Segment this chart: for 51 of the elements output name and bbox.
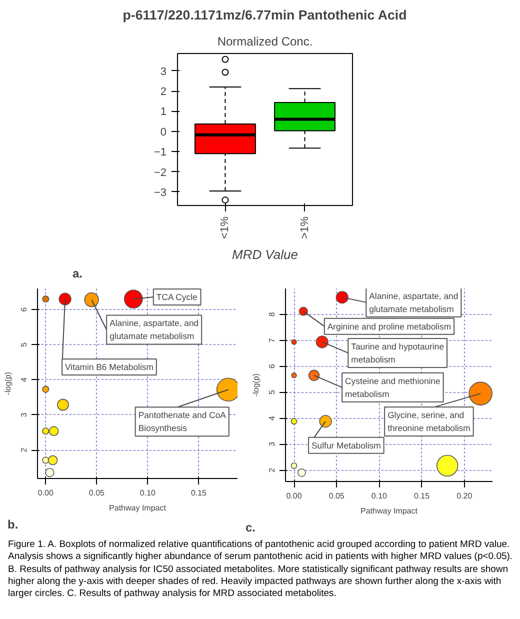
y-tick-label: 4 bbox=[20, 377, 28, 382]
y-tick-label: 2 bbox=[268, 467, 276, 472]
y-tick-label: 6 bbox=[268, 364, 276, 369]
x-tick-label: 0.00 bbox=[286, 492, 302, 500]
y-tick-label: −1 bbox=[154, 146, 167, 159]
annotation: Sulfur Metabolism bbox=[312, 440, 381, 450]
x-tick-label: 0.10 bbox=[371, 492, 388, 500]
text: a. bbox=[72, 266, 83, 280]
annotation: Alanine, aspartate, and glutamate metabolism bbox=[110, 318, 199, 342]
y-tick-label: −3 bbox=[154, 186, 167, 199]
y-tick-label: 7 bbox=[268, 338, 276, 343]
x-tick-label: 0.15 bbox=[414, 492, 430, 500]
x-tick-label: 0.00 bbox=[38, 488, 54, 498]
x-tick-label: 0.10 bbox=[140, 488, 156, 498]
annotation: TCA Cycle bbox=[156, 292, 198, 302]
y-tick-label: 0 bbox=[160, 126, 167, 138]
annotation: Alanine, aspartate, and glutamate metabolism bbox=[369, 290, 458, 314]
y-tick-label: 5 bbox=[20, 342, 28, 347]
x-axis-title: Pathway Impact bbox=[360, 506, 418, 516]
y-axis-title: -log(p) bbox=[4, 372, 12, 396]
x-tick-label: <1% bbox=[219, 216, 232, 239]
annotation: Pantothenate and CoA Biosynthesis bbox=[138, 410, 226, 434]
y-tick-label: 4 bbox=[268, 415, 276, 420]
y-tick-label: −2 bbox=[154, 166, 167, 179]
y-tick-label: 1 bbox=[160, 106, 167, 118]
annotation: Glycine, serine, and threonine metabolism bbox=[388, 410, 470, 434]
annotation: Arginine and proline metabolism bbox=[327, 321, 452, 332]
annotation: Taurine and hypotaurine metabolism bbox=[351, 341, 444, 364]
y-tick-label: 2 bbox=[20, 447, 28, 452]
chart-title: p-6117/220.1171mz/6.77min Pantothenic Acid bbox=[122, 8, 407, 22]
caption: Figure 1. A. Boxplots of normalized relative quantifications of pantothenic acid grouped according to patient MRD value. Analysis shows a significantly higher abundance of serum pantothenic acid in patients with higher MRD values (p<0.05). B. Results of pathway analysis for IC50 associated metabolites. More statistically significant pathway results are shown higher along the y-axis with deeper shades of red. Heavily impacted pathways are shown further along the x-axis with larger circles. C. Results of pathway analysis for MRD associated metabolites. bbox=[8, 539, 514, 601]
x-tick-label: 0.05 bbox=[88, 488, 106, 498]
y-axis-title: -log(p) bbox=[252, 373, 260, 397]
y-tick-label: 8 bbox=[268, 312, 276, 317]
text: c. bbox=[246, 520, 256, 534]
x-tick-label: 0.20 bbox=[456, 492, 473, 500]
x-tick-label: 0.05 bbox=[328, 492, 345, 500]
x-axis-title: MRD Value bbox=[232, 246, 298, 262]
y-tick-label: 3 bbox=[20, 412, 28, 418]
y-tick-label: 3 bbox=[268, 441, 276, 446]
y-tick-label: 3 bbox=[160, 66, 167, 78]
x-tick-label: 0.15 bbox=[190, 488, 208, 498]
x-tick-label: >1% bbox=[298, 216, 311, 239]
annotation: Vitamin B6 Metabolism bbox=[65, 362, 154, 372]
x-axis-title: Pathway Impact bbox=[109, 504, 167, 512]
y-tick-label: 2 bbox=[160, 86, 167, 98]
text: b. bbox=[8, 518, 18, 532]
chart-subtitle: Normalized Conc. bbox=[217, 34, 313, 48]
annotation: Cysteine and methionine metabolism bbox=[345, 376, 440, 399]
y-tick-label: 6 bbox=[20, 306, 28, 312]
y-tick-label: 5 bbox=[268, 389, 276, 394]
